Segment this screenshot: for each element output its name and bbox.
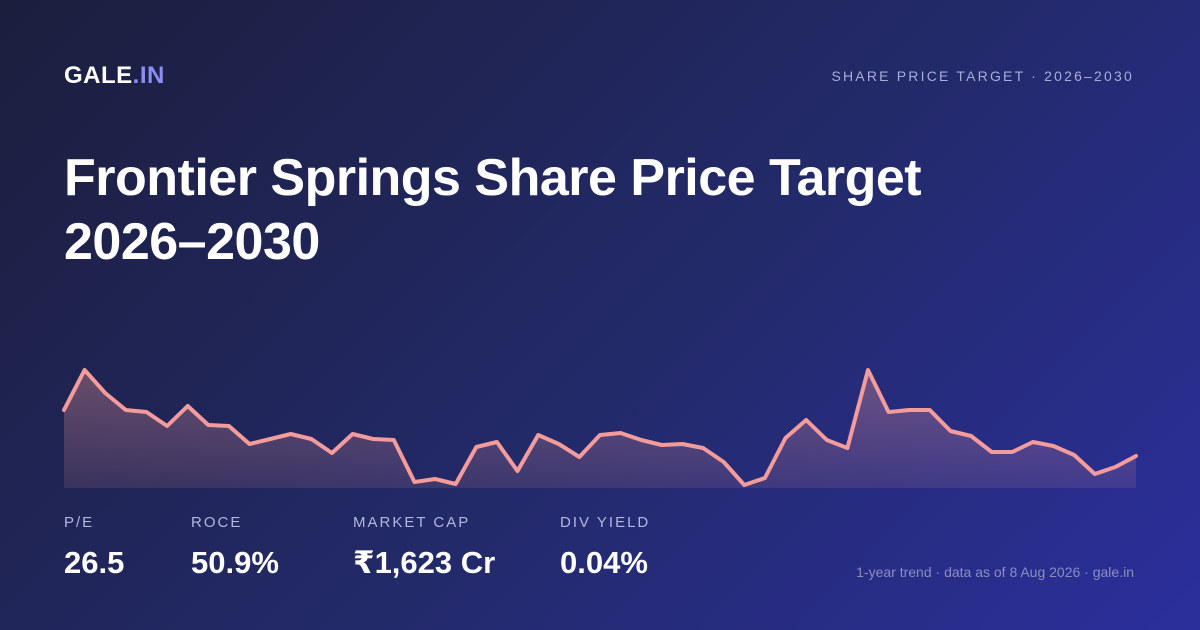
trend-area bbox=[64, 370, 1136, 488]
tagline: SHARE PRICE TARGET · 2026–2030 bbox=[831, 68, 1134, 84]
trend-line bbox=[62, 368, 1138, 487]
stat-value: 0.04% bbox=[560, 545, 648, 580]
logo[interactable]: GALE.IN bbox=[64, 62, 165, 90]
stat: ROCE 50.9% bbox=[191, 514, 279, 581]
footer-note: 1-year trend · data as of 8 Aug 2026 · g… bbox=[856, 564, 1134, 580]
stat-label: P/E bbox=[64, 514, 95, 531]
title: Frontier Springs Share Price Target 2026… bbox=[64, 149, 922, 271]
stat-label: MARKET CAP bbox=[353, 514, 471, 531]
stat: DIV YIELD 0.04% bbox=[560, 514, 650, 581]
stat-label: ROCE bbox=[191, 514, 243, 531]
stat: MARKET CAP ₹1,623 Cr bbox=[353, 514, 495, 581]
stat-value: ₹1,623 Cr bbox=[353, 545, 496, 580]
logo-accent: .IN bbox=[132, 62, 165, 89]
stat-label: DIV YIELD bbox=[560, 514, 651, 531]
stat-value: 26.5 bbox=[64, 545, 125, 580]
stat: P/E 26.5 bbox=[64, 514, 124, 581]
logo-main: GALE bbox=[64, 62, 133, 89]
stat-value: 50.9% bbox=[191, 545, 279, 580]
